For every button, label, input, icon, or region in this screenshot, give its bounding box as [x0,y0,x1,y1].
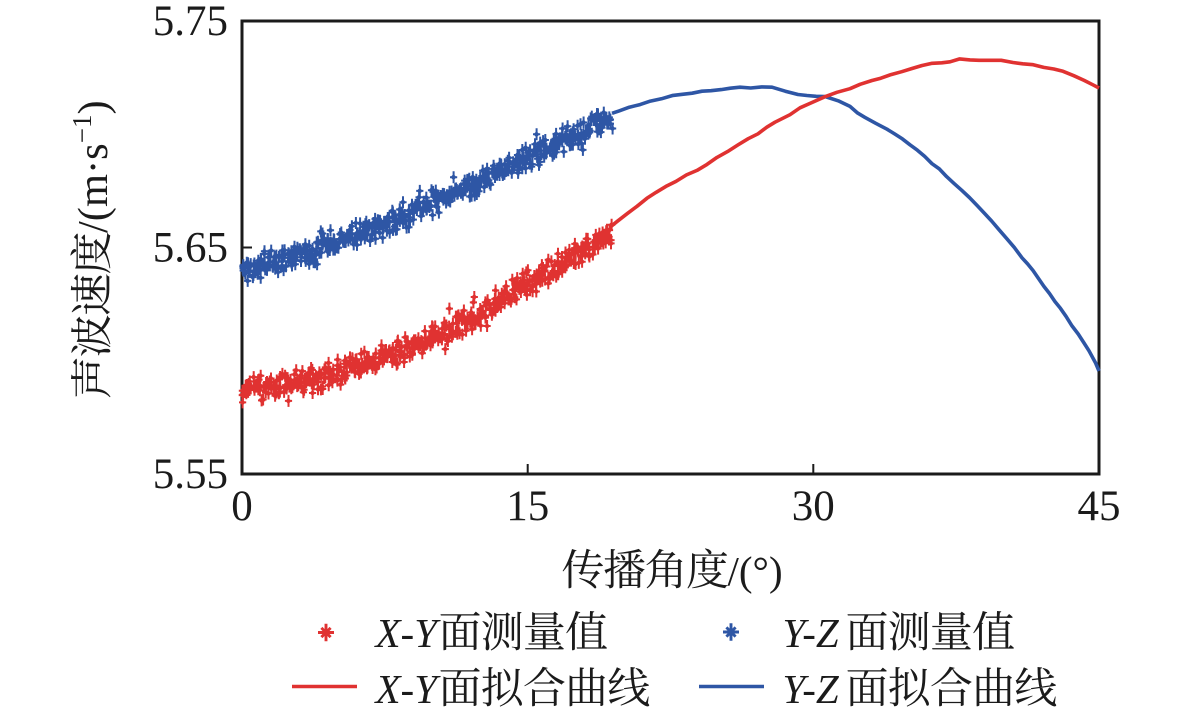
svg-text:5.65: 5.65 [153,225,228,272]
svg-text:Y-Z: Y-Z [783,610,840,656]
svg-text:Y-Z: Y-Z [783,666,840,712]
svg-text:5.55: 5.55 [153,451,228,498]
svg-text:30: 30 [792,483,835,530]
svg-text:0: 0 [231,483,253,530]
svg-text:/(m·s−1): /(m·s−1) [67,100,117,233]
svg-text:X-Y: X-Y [374,666,442,712]
svg-text:X-Y: X-Y [374,610,442,656]
svg-text:5.75: 5.75 [153,0,228,45]
svg-text:45: 45 [1078,483,1121,530]
svg-text:/(°): /(°) [728,548,783,594]
svg-text:15: 15 [506,483,549,530]
